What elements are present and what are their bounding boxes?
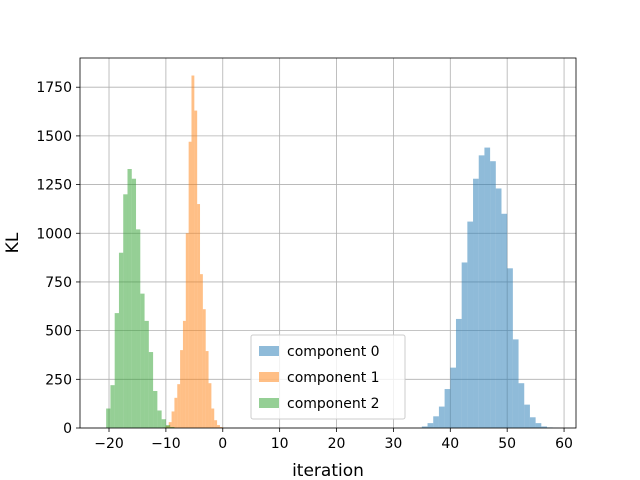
histogram-bar bbox=[123, 194, 128, 428]
histogram-bar bbox=[217, 425, 220, 428]
histogram-bar bbox=[165, 425, 171, 428]
x-tick-label: 0 bbox=[218, 436, 227, 452]
histogram-bar bbox=[194, 110, 198, 428]
histogram-bar bbox=[495, 188, 502, 428]
x-tick-label: 10 bbox=[271, 436, 289, 452]
histogram-bar bbox=[478, 155, 485, 429]
histogram-bar bbox=[438, 406, 445, 428]
histogram-bar bbox=[444, 389, 451, 428]
histogram-bar bbox=[182, 320, 186, 428]
histogram-bar bbox=[427, 423, 434, 428]
histogram-bar bbox=[484, 147, 491, 428]
legend-box bbox=[250, 334, 406, 420]
legend: component 0 component 1 component 2 bbox=[250, 334, 406, 420]
y-tick-label: 250 bbox=[45, 372, 72, 388]
histogram-bar bbox=[127, 169, 132, 428]
y-tick-label: 1500 bbox=[36, 129, 72, 145]
histogram-bar bbox=[171, 411, 175, 428]
histogram-bar bbox=[208, 383, 212, 428]
histogram-bar bbox=[185, 233, 189, 428]
legend-label: component 0 bbox=[287, 344, 380, 360]
y-tick-label: 500 bbox=[45, 324, 72, 340]
y-axis-title: KL bbox=[3, 232, 23, 253]
histogram-bar bbox=[211, 408, 215, 428]
histogram-bar bbox=[529, 417, 536, 428]
histogram-bar bbox=[191, 75, 195, 429]
y-tick-label: 1000 bbox=[36, 226, 72, 242]
histogram-bar bbox=[461, 262, 468, 428]
histogram-bar bbox=[188, 141, 192, 428]
histogram-bar bbox=[106, 408, 111, 428]
histogram-bar bbox=[157, 410, 162, 428]
y-tick-label: 1250 bbox=[36, 178, 72, 194]
histogram-bar bbox=[180, 350, 183, 428]
histogram-bar bbox=[219, 427, 223, 428]
histogram-bar bbox=[168, 422, 172, 428]
histogram-bar bbox=[197, 204, 201, 428]
x-axis-ticks: −20 −10 0 10 20 30 40 50 60 bbox=[94, 428, 573, 452]
x-tick-label: −20 bbox=[94, 436, 124, 452]
histogram-bar bbox=[177, 384, 181, 428]
histogram-bar bbox=[518, 383, 525, 428]
histogram-bar bbox=[214, 420, 218, 428]
x-tick-label: 50 bbox=[498, 436, 516, 452]
x-tick-label: −10 bbox=[151, 436, 181, 452]
y-tick-label: 0 bbox=[63, 421, 72, 437]
legend-label: component 2 bbox=[287, 396, 380, 412]
histogram-bar bbox=[524, 404, 530, 428]
histogram-bar bbox=[144, 320, 149, 428]
histogram-bar bbox=[541, 426, 547, 428]
histogram-bar bbox=[450, 367, 456, 428]
histogram-bar bbox=[507, 268, 513, 428]
histogram-bar bbox=[512, 339, 519, 428]
histogram-bar bbox=[118, 252, 124, 428]
histogram-bar bbox=[170, 427, 175, 428]
legend-swatch bbox=[259, 372, 279, 382]
histogram-bar bbox=[161, 419, 166, 428]
plot-frame bbox=[79, 57, 577, 429]
histogram-bar bbox=[174, 397, 178, 428]
x-axis-title: iteration bbox=[292, 461, 364, 480]
legend-swatch bbox=[259, 398, 279, 408]
histogram-bar bbox=[140, 293, 145, 428]
histogram-bar bbox=[114, 313, 119, 428]
y-axis-ticks: 0 250 500 750 1000 1250 1500 1750 bbox=[36, 80, 80, 437]
histogram-bars bbox=[106, 75, 559, 429]
x-tick-label: 40 bbox=[441, 436, 459, 452]
histogram-bar bbox=[200, 274, 203, 428]
histogram-bar bbox=[148, 352, 154, 428]
histogram-bar bbox=[455, 318, 462, 428]
legend-label: component 1 bbox=[287, 370, 380, 386]
histogram-bar bbox=[433, 416, 439, 428]
x-tick-label: 20 bbox=[328, 436, 346, 452]
y-tick-label: 750 bbox=[45, 275, 72, 291]
x-tick-label: 30 bbox=[384, 436, 402, 452]
histogram-bar bbox=[202, 309, 206, 428]
histogram-bar bbox=[205, 351, 209, 428]
histogram-bar bbox=[490, 161, 496, 429]
histogram-bar bbox=[421, 426, 428, 428]
histogram-bar bbox=[467, 221, 474, 428]
x-tick-label: 60 bbox=[555, 436, 573, 452]
histogram-bar bbox=[535, 423, 542, 428]
histogram-bar bbox=[131, 178, 137, 428]
histogram-bar bbox=[501, 213, 508, 428]
histogram-bar bbox=[110, 385, 115, 428]
y-tick-label: 1750 bbox=[36, 80, 72, 96]
histogram-bar bbox=[153, 391, 158, 428]
legend-swatch bbox=[259, 346, 279, 356]
histogram-bar bbox=[473, 178, 479, 428]
histogram-bar bbox=[136, 229, 141, 428]
